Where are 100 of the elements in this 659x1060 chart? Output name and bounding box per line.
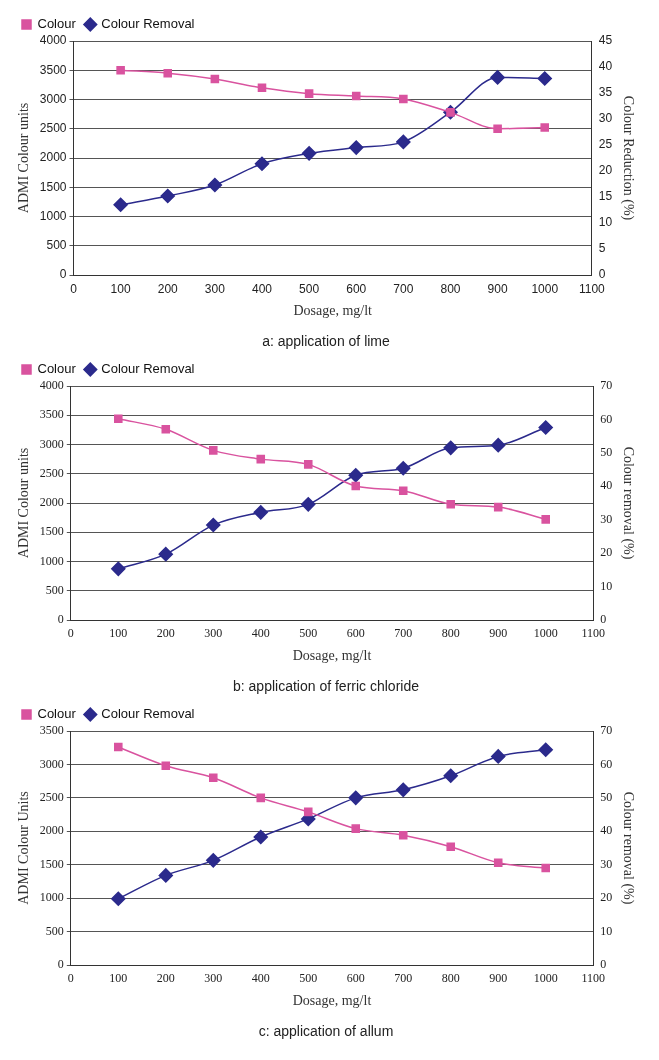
- y2-tick-label: 40: [600, 478, 613, 493]
- x-tick-label: 200: [156, 626, 175, 641]
- y-axis-title: ADMI Colour units: [16, 102, 32, 214]
- x-tick-label: 1100: [581, 626, 605, 641]
- y-axis-title: ADMI Colour units: [16, 447, 32, 559]
- x-tick-label: 300: [204, 281, 226, 296]
- x-tick-label: 200: [157, 281, 179, 296]
- y2-tick-label: 35: [598, 85, 613, 100]
- y2-tick-label: 20: [600, 545, 613, 560]
- x-axis-title: Dosage, mg/lt: [293, 303, 373, 319]
- y-tick-label: 500: [46, 238, 67, 253]
- x-tick-label: 1000: [533, 971, 558, 986]
- y-tick-label: 2000: [39, 150, 67, 165]
- legend-label: Colour: [37, 361, 77, 377]
- x-tick-label: 600: [346, 626, 365, 641]
- x-tick-label: 900: [489, 626, 508, 641]
- y2-tick-label: 10: [600, 923, 613, 938]
- y2-tick-label: 0: [600, 957, 607, 972]
- y-tick-label: 1000: [39, 890, 64, 905]
- x-axis-title: Dosage, mg/lt: [292, 993, 372, 1009]
- x-axis-title: Dosage, mg/lt: [292, 648, 372, 664]
- y-tick-label: 1500: [39, 179, 67, 194]
- y-tick-label: 1000: [39, 553, 64, 568]
- y2-tick-label: 20: [600, 890, 613, 905]
- y2-tick-label: 10: [600, 578, 613, 593]
- text: c: application of allum: [258, 1023, 394, 1040]
- y2-tick-label: 10: [598, 215, 613, 230]
- y-tick-label: 2000: [39, 495, 64, 510]
- y-tick-label: 3000: [39, 91, 67, 106]
- y2-tick-label: 60: [600, 411, 613, 426]
- y2-tick-label: 70: [600, 723, 613, 738]
- y2-tick-label: 50: [600, 790, 613, 805]
- x-tick-label: 400: [251, 281, 273, 296]
- x-tick-label: 800: [440, 281, 461, 296]
- y-tick-label: 0: [59, 267, 67, 282]
- y-tick-label: 3500: [39, 723, 64, 738]
- x-tick-label: 600: [346, 281, 367, 296]
- y2-tick-label: 50: [600, 445, 613, 460]
- x-tick-label: 1000: [531, 281, 559, 296]
- y2-tick-label: 30: [600, 511, 613, 526]
- y-tick-label: 4000: [39, 33, 67, 48]
- y2-tick-label: 25: [598, 137, 613, 152]
- y2-tick-label: 15: [598, 189, 613, 204]
- y-tick-label: 500: [45, 923, 64, 938]
- y2-tick-label: 30: [598, 111, 613, 126]
- y-tick-label: 3500: [39, 407, 64, 422]
- y2-axis-title: Colour removal (%): [619, 446, 636, 560]
- x-tick-label: 300: [204, 971, 223, 986]
- x-tick-label: 100: [110, 281, 131, 296]
- legend-label: Colour Removal: [101, 706, 195, 722]
- y2-tick-label: 5: [598, 241, 606, 256]
- y-tick-label: 1500: [39, 524, 64, 539]
- y2-tick-label: 30: [600, 856, 613, 871]
- text: a: application of lime: [262, 333, 391, 350]
- y2-axis-title: Colour Reduction (%): [619, 95, 636, 221]
- x-tick-label: 400: [251, 971, 270, 986]
- x-tick-label: 100: [109, 971, 128, 986]
- y2-tick-label: 0: [598, 267, 606, 282]
- x-tick-label: 500: [299, 281, 320, 296]
- x-tick-label: 100: [109, 626, 128, 641]
- y-tick-label: 1000: [39, 208, 67, 223]
- x-tick-label: 1100: [581, 971, 605, 986]
- text: b: application of ferric chloride: [233, 678, 420, 695]
- y-axis-title: ADMI Colour Units: [16, 791, 32, 905]
- y2-tick-label: 45: [598, 33, 613, 48]
- x-tick-label: 500: [299, 971, 318, 986]
- y-tick-label: 4000: [39, 378, 64, 393]
- y-tick-label: 3000: [39, 436, 64, 451]
- legend-label: Colour Removal: [101, 16, 195, 32]
- y2-axis-title: Colour removal (%): [619, 791, 636, 905]
- y2-tick-label: 40: [600, 823, 613, 838]
- y2-tick-label: 0: [600, 612, 607, 627]
- x-tick-label: 200: [156, 971, 175, 986]
- x-tick-label: 800: [441, 626, 460, 641]
- y-tick-label: 2000: [39, 823, 64, 838]
- x-tick-label: 700: [393, 281, 414, 296]
- y-tick-label: 2500: [39, 465, 64, 480]
- y-tick-label: 1500: [39, 856, 64, 871]
- y-tick-label: 3500: [39, 62, 67, 77]
- x-tick-label: 1000: [533, 626, 558, 641]
- x-tick-label: 800: [441, 971, 460, 986]
- x-tick-label: 700: [394, 626, 413, 641]
- legend-label: Colour Removal: [101, 361, 195, 377]
- x-tick-label: 1100: [578, 281, 606, 296]
- y2-tick-label: 40: [598, 59, 613, 74]
- x-tick-label: 400: [251, 626, 270, 641]
- y2-tick-label: 70: [600, 378, 613, 393]
- x-tick-label: 600: [346, 971, 365, 986]
- legend-label: Colour: [37, 16, 77, 32]
- y2-tick-label: 60: [600, 756, 613, 771]
- y2-tick-label: 20: [598, 163, 613, 178]
- y-tick-label: 2500: [39, 121, 67, 136]
- x-tick-label: 900: [489, 971, 508, 986]
- y-tick-label: 500: [45, 582, 64, 597]
- y-tick-label: 2500: [39, 790, 64, 805]
- x-tick-label: 900: [487, 281, 508, 296]
- x-tick-label: 700: [394, 971, 413, 986]
- y-tick-label: 0: [57, 957, 64, 972]
- y-tick-label: 3000: [39, 756, 64, 771]
- y-tick-label: 0: [57, 612, 64, 627]
